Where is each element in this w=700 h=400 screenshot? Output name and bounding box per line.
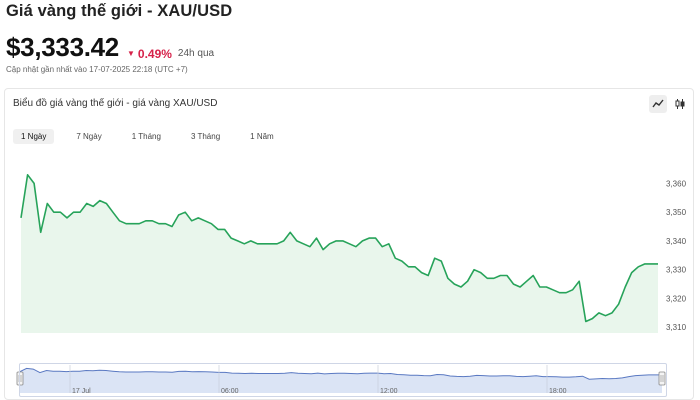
- price-line: [20, 174, 658, 323]
- chart-card: Biểu đồ giá vàng thế giới - giá vàng XAU…: [4, 88, 694, 400]
- y-tick-label: 3,310: [666, 323, 687, 332]
- price-area: [21, 174, 658, 333]
- y-tick-label: 3,350: [666, 208, 687, 217]
- navigator-area: [20, 368, 662, 393]
- y-tick-label: 3,340: [666, 237, 687, 246]
- tab-1-month[interactable]: 1 Tháng: [131, 132, 161, 141]
- tab-7-days[interactable]: 7 Ngày: [76, 132, 102, 141]
- chart-title: Biểu đồ giá vàng thế giới - giá vàng XAU…: [13, 98, 218, 109]
- navigator-line: [19, 367, 662, 380]
- tab-3-months[interactable]: 3 Tháng: [190, 132, 221, 141]
- change-period: 24h qua: [177, 48, 215, 59]
- navigator-left-handle[interactable]: [16, 371, 24, 386]
- candlestick-button[interactable]: [671, 95, 689, 113]
- line-chart-icon: [652, 99, 664, 108]
- page-title: Giá vàng thế giới - XAU/USD: [6, 2, 233, 20]
- price-change-value: 0.49%: [137, 46, 172, 61]
- navigator-tick-label: 12:00: [380, 388, 398, 395]
- candlestick-icon: [675, 99, 685, 109]
- y-tick-label: 3,330: [666, 266, 687, 275]
- navigator-tick-label: 18:00: [549, 388, 567, 395]
- range-navigator[interactable]: [19, 363, 667, 397]
- price-chart: 3,310 3,320 3,330 3,340 3,350 3,360 17 Jul 06:0…: [16, 174, 687, 395]
- range-tabs: 1 Ngày 7 Ngày 1 Tháng 3 Tháng 1 Năm: [13, 129, 296, 144]
- navigator-tick-label: 17 Jul: [72, 388, 91, 395]
- navigator-right-handle[interactable]: [658, 371, 666, 386]
- last-updated: Cập nhật gần nhất vào 17-07-2025 22:18 (…: [6, 65, 188, 74]
- price-change: ▼ 0.49%: [127, 47, 172, 61]
- tab-1-year[interactable]: 1 Năm: [250, 132, 274, 141]
- navigator-tick-label: 06:00: [221, 388, 239, 395]
- down-arrow-icon: ▼: [126, 49, 135, 58]
- y-tick-label: 3,360: [666, 179, 687, 188]
- y-tick-label: 3,320: [666, 294, 687, 303]
- line-chart-button[interactable]: [649, 95, 667, 113]
- current-price: $3,333.42: [6, 32, 119, 62]
- price-row: $3,333.42 ▼ 0.49% 24h qua: [6, 32, 214, 63]
- tab-1-day[interactable]: 1 Ngày: [13, 129, 55, 144]
